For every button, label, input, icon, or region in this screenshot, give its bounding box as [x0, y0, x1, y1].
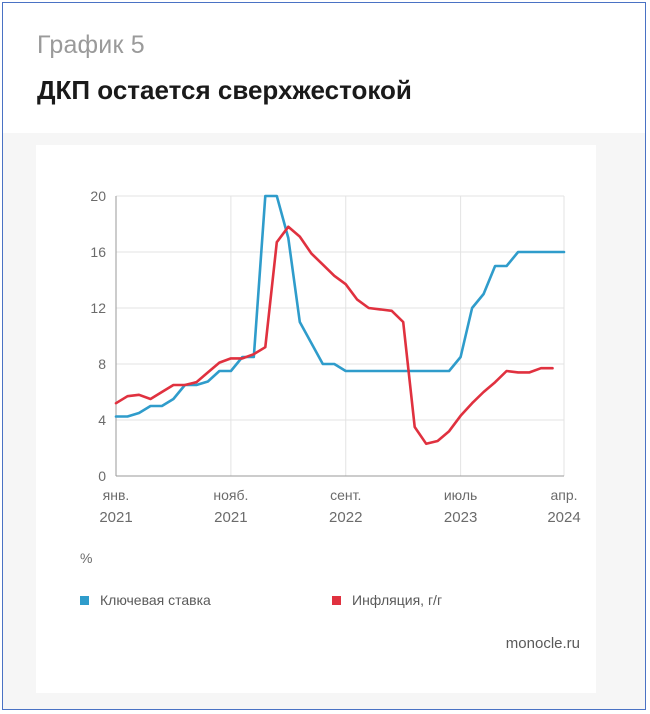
- figure-title: ДКП остается сверхжестокой: [37, 75, 412, 105]
- legend-label-key-rate: Ключевая ставка: [100, 592, 211, 608]
- grid-layer: [115, 195, 565, 477]
- axis-layer: 0 4 8 12 16 20 янв. 2021 нояб. 2021 сент. 2022 июль 2…: [90, 188, 580, 526]
- source-label: monocle.ru: [506, 635, 580, 652]
- line-chart: 0 4 8 12 16 20 янв. 2021 нояб. 2021 сент. 2022 июль 2…: [80, 188, 581, 652]
- series-layer: [114, 194, 566, 446]
- inflation-line: [114, 225, 554, 446]
- legend-swatch-key-rate: [80, 596, 89, 605]
- legend-swatch-inflation: [332, 596, 341, 605]
- figure-kicker: График 5: [37, 31, 145, 59]
- x-tick-label: апр.: [550, 487, 577, 503]
- x-tick-year: 2024: [547, 509, 580, 526]
- y-tick-label: 0: [98, 468, 106, 484]
- key-rate-line: [114, 194, 566, 418]
- y-unit-label: %: [80, 550, 92, 566]
- x-tick-year: 2023: [444, 509, 477, 526]
- figure-header: График 5 ДКП остается сверхжестокой: [3, 3, 645, 133]
- x-tick-label: янв.: [103, 487, 130, 503]
- legend: Ключевая ставка Инфляция, г/г: [80, 592, 442, 608]
- y-tick-label: 4: [98, 412, 106, 428]
- x-tick-year: 2021: [214, 509, 247, 526]
- y-tick-label: 20: [90, 188, 106, 204]
- x-tick-label: июль: [444, 487, 477, 503]
- chart-card: 0 4 8 12 16 20 янв. 2021 нояб. 2021 сент. 2022 июль 2…: [36, 145, 596, 693]
- legend-label-inflation: Инфляция, г/г: [352, 592, 442, 608]
- x-tick-label: сент.: [330, 487, 361, 503]
- x-tick-year: 2021: [99, 509, 132, 526]
- y-tick-label: 12: [90, 300, 106, 316]
- x-tick-label: нояб.: [213, 487, 248, 503]
- y-tick-label: 16: [90, 244, 106, 260]
- x-tick-year: 2022: [329, 509, 362, 526]
- y-tick-label: 8: [98, 356, 106, 372]
